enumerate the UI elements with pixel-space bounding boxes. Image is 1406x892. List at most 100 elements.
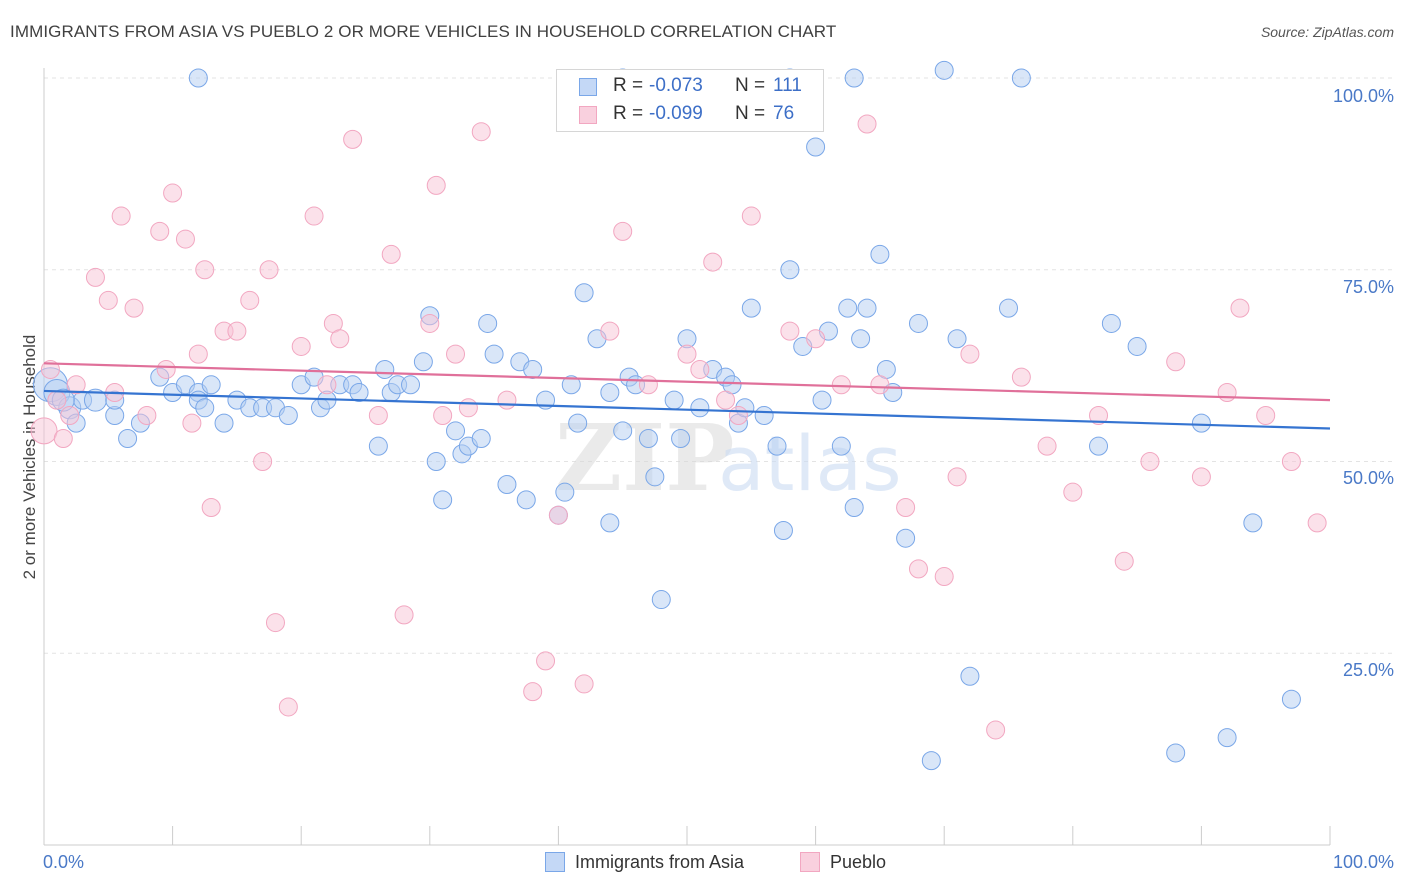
pueblo-point-13 [156, 359, 176, 379]
asia-point-54 [568, 413, 588, 433]
pueblo-point-77 [1256, 405, 1276, 425]
asia-point-66 [671, 428, 691, 448]
pueblo-point-47 [600, 321, 620, 341]
asia-trend-line [43, 389, 1331, 430]
asia-point-102 [1166, 743, 1186, 763]
legend-swatch-asia [579, 78, 597, 96]
asia-point-77 [773, 521, 793, 541]
legend-r-label: R = [613, 75, 644, 96]
asia-point-65 [664, 390, 684, 410]
correlation-legend: R = -0.073 N = 111 R = -0.099 N = 76 [556, 69, 824, 132]
pueblo-point-5 [66, 375, 86, 395]
axes [43, 68, 1331, 846]
asia-point-59 [613, 421, 633, 441]
asia-point-52 [555, 482, 575, 502]
pueblo-point-18 [195, 260, 215, 280]
legend-n-value-asia: 111 [773, 75, 802, 96]
asia-point-93 [921, 751, 941, 771]
pueblo-point-62 [908, 559, 928, 579]
pueblo-point-15 [175, 229, 195, 249]
pueblo-point-51 [690, 359, 710, 379]
pueblo-point-27 [291, 336, 311, 356]
pueblo-point-63 [934, 567, 954, 587]
source-label: Source: ZipAtlas.com [1260, 24, 1394, 40]
pueblo-point-59 [857, 114, 877, 134]
asia-point-85 [844, 498, 864, 518]
pueblo-point-55 [741, 206, 761, 226]
asia-point-40 [446, 421, 466, 441]
legend-n-value-pueblo: 76 [773, 103, 795, 124]
pueblo-point-73 [1166, 352, 1186, 372]
asia-point-74 [741, 298, 761, 318]
pueblo-point-25 [265, 613, 285, 633]
legend-r-value-asia: -0.073 [649, 75, 703, 96]
pueblo-point-21 [227, 321, 247, 341]
pueblo-trend-line [43, 362, 1331, 402]
pueblo-point-53 [716, 390, 736, 410]
pueblo-point-16 [182, 413, 202, 433]
legend-swatch-asia [545, 852, 565, 872]
pueblo-point-29 [317, 375, 337, 395]
asia-point-32 [375, 359, 395, 379]
pueblo-point-32 [343, 129, 363, 149]
pueblo-point-6 [85, 267, 105, 287]
asia-point-31 [368, 436, 388, 456]
pueblo-point-0 [30, 417, 58, 445]
pueblo-point-48 [613, 221, 633, 241]
asia-point-58 [600, 513, 620, 533]
pueblo-point-10 [124, 298, 144, 318]
asia-point-105 [1243, 513, 1263, 533]
asia-point-87 [857, 298, 877, 318]
pueblo-point-43 [523, 682, 543, 702]
pueblo-point-36 [420, 313, 440, 333]
pueblo-point-78 [1281, 452, 1301, 471]
asia-point-9 [118, 428, 138, 448]
watermark-atlas: atlas [718, 419, 902, 508]
asia-point-95 [947, 329, 967, 349]
asia-point-16 [214, 413, 234, 433]
pueblo-point-56 [780, 321, 800, 341]
pueblo-point-74 [1191, 467, 1211, 487]
asia-point-63 [645, 467, 665, 487]
asia-point-86 [851, 329, 871, 349]
legend-item-pueblo[interactable]: Pueblo [800, 852, 886, 873]
pueblo-point-40 [458, 398, 478, 418]
asia-point-64 [651, 590, 671, 610]
pueblo-point-69 [1063, 482, 1083, 502]
asia-point-55 [574, 283, 594, 303]
pueblo-point-67 [1011, 367, 1031, 387]
asia-point-46 [497, 475, 517, 495]
asia-point-48 [516, 490, 536, 510]
pueblo-point-34 [381, 244, 401, 264]
asia-point-23 [278, 405, 298, 425]
asia-point-57 [600, 382, 620, 402]
asia-point-107 [188, 68, 208, 88]
pueblo-point-46 [574, 674, 594, 694]
legend-item-asia[interactable]: Immigrants from Asia [545, 852, 744, 873]
legend-swatch-pueblo [579, 106, 597, 124]
pueblo-point-60 [870, 375, 890, 395]
pueblo-point-54 [728, 405, 748, 425]
asia-point-100 [1101, 313, 1121, 333]
asia-point-76 [767, 436, 787, 456]
pueblo-point-38 [433, 405, 453, 425]
asia-point-110 [844, 68, 864, 88]
pueblo-point-24 [259, 260, 279, 280]
asia-point-91 [896, 528, 916, 548]
asia-point-62 [638, 428, 658, 448]
pueblo-point-28 [304, 206, 324, 226]
asia-point-81 [812, 390, 832, 410]
asia-point-44 [478, 313, 498, 333]
pueblo-point-52 [703, 252, 723, 272]
x-tick-label-max: 100.0% [1332, 852, 1394, 872]
asia-point-43 [471, 428, 491, 448]
asia-point-98 [1011, 68, 1031, 88]
pueblo-point-31 [330, 329, 350, 349]
pueblo-point-2 [47, 390, 67, 410]
pueblo-point-4 [60, 405, 80, 425]
asia-point-97 [999, 298, 1018, 318]
pueblo-point-19 [201, 498, 221, 518]
asia-point-101 [1127, 336, 1147, 356]
asia-point-30 [349, 382, 369, 402]
